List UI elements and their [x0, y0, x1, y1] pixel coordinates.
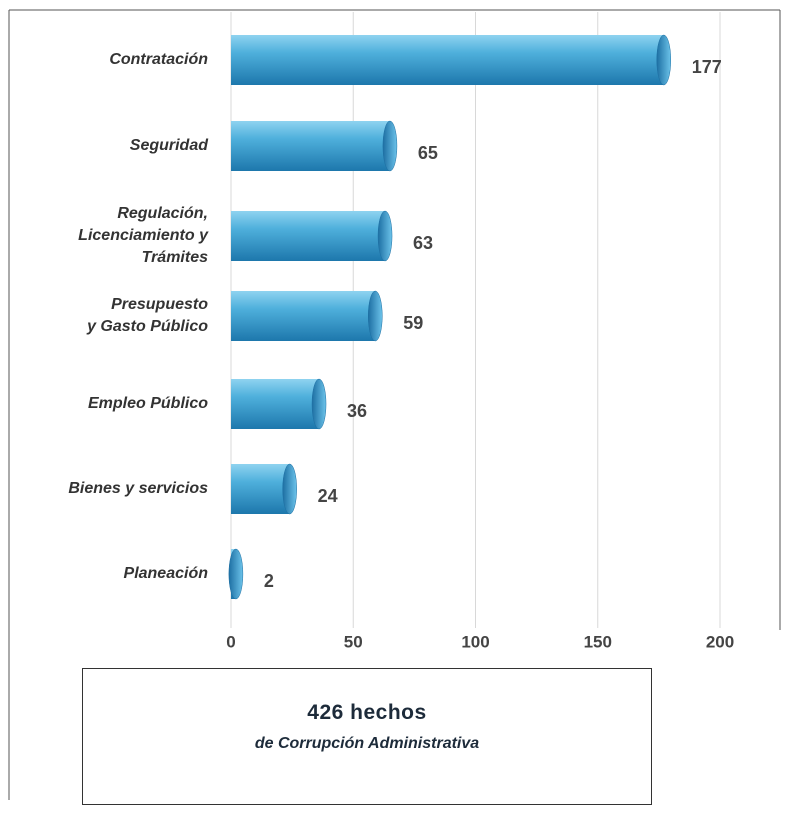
bar	[231, 379, 320, 429]
x-tick-label: 100	[461, 632, 489, 651]
x-tick-label: 0	[226, 632, 235, 651]
y-tick-label: Regulación, Licenciamiento y Trámites	[78, 205, 208, 266]
y-tick-label: Empleo Público	[87, 395, 208, 412]
bar-cap	[656, 34, 672, 86]
annotation: de Corrupción Administrativa	[254, 735, 480, 752]
value-label: 2	[264, 571, 274, 591]
bar-cap	[382, 120, 398, 172]
summary-box: 426 hechos de Corrupción Administrativa	[82, 668, 652, 805]
bar-cap	[377, 210, 393, 262]
value-label: 63	[413, 233, 433, 253]
bar-cap	[282, 463, 297, 515]
annotation: 426 hechos	[307, 701, 427, 724]
bar	[231, 464, 290, 514]
value-label: 177	[692, 57, 722, 77]
y-tick-label: Contratación	[109, 51, 208, 68]
bar	[231, 35, 664, 85]
bar	[231, 291, 376, 341]
y-tick-label: Bienes y servicios	[68, 480, 208, 497]
bar	[231, 121, 390, 171]
y-tick-label: Presupuesto y Gasto Público	[87, 296, 208, 335]
bar-cap	[368, 290, 383, 342]
x-tick-label: 50	[344, 632, 363, 651]
value-label: 59	[403, 313, 423, 333]
bar	[231, 211, 386, 261]
x-tick-label: 150	[584, 632, 612, 651]
value-label: 24	[318, 486, 338, 506]
y-tick-label: Seguridad	[129, 137, 208, 154]
value-label: 36	[347, 401, 367, 421]
bar-cap	[228, 548, 244, 600]
x-tick-label: 200	[706, 632, 734, 651]
value-label: 65	[418, 143, 438, 163]
y-tick-label: Planeación	[123, 565, 208, 582]
bar-cap	[311, 378, 327, 430]
